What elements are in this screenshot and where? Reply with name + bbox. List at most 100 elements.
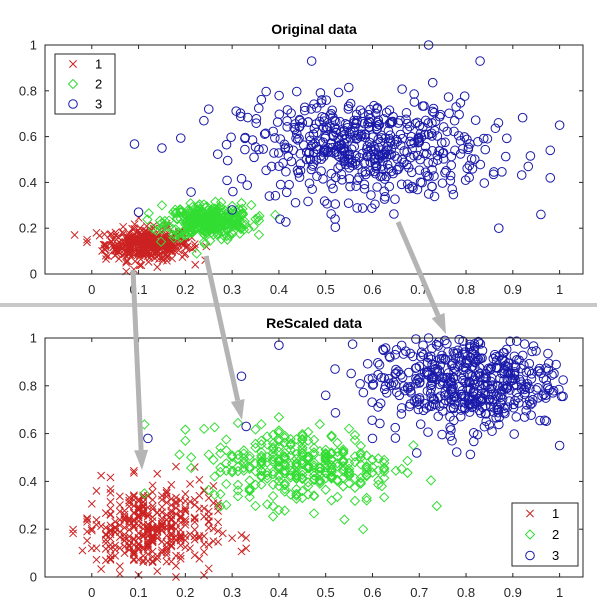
data-point [120, 530, 129, 539]
data-point [538, 373, 549, 384]
data-point [201, 201, 213, 212]
data-point [167, 508, 176, 517]
data-point [427, 145, 438, 156]
data-point [442, 338, 452, 349]
data-point [422, 357, 433, 368]
data-point [449, 126, 459, 137]
data-point [467, 164, 478, 174]
data-point [519, 412, 530, 422]
data-point [456, 355, 467, 366]
data-point [215, 448, 226, 459]
data-point [204, 564, 213, 573]
data-point [238, 462, 250, 474]
data-point [193, 209, 205, 221]
data-point [267, 442, 279, 453]
data-point [162, 548, 171, 556]
data-point [331, 124, 342, 135]
data-point [367, 380, 378, 390]
data-point [190, 513, 199, 522]
data-point [232, 485, 244, 496]
data-point [378, 492, 390, 503]
data-point [558, 391, 568, 402]
data-point [143, 528, 152, 537]
data-point [346, 368, 356, 379]
data-point [140, 241, 149, 250]
data-point [226, 467, 238, 478]
data-point [320, 448, 331, 459]
data-point [318, 151, 329, 162]
x-tick-label: 0 [88, 585, 95, 600]
data-point [101, 523, 110, 532]
data-point [485, 384, 495, 394]
data-point [228, 534, 237, 543]
data-point [355, 449, 366, 461]
data-point [447, 359, 457, 369]
data-point [402, 118, 413, 129]
data-point [134, 226, 143, 235]
data-point [222, 175, 232, 186]
data-point [495, 373, 505, 384]
data-point [251, 118, 262, 128]
data-point [78, 546, 87, 555]
data-point [273, 456, 285, 467]
data-point [543, 365, 554, 375]
data-point [148, 481, 157, 490]
data-point [359, 183, 370, 194]
data-point [285, 460, 296, 471]
data-point [181, 506, 190, 514]
data-point [106, 497, 115, 506]
data-point [405, 152, 416, 163]
data-point [256, 418, 267, 430]
data-point [129, 548, 138, 557]
data-point [473, 376, 484, 387]
data-point [102, 255, 111, 264]
data-point [513, 392, 524, 403]
data-point [446, 160, 457, 171]
data-point [497, 394, 508, 404]
data-point [294, 114, 305, 125]
data-point [443, 92, 454, 102]
data-point [361, 470, 372, 482]
data-point [115, 254, 123, 263]
data-point [308, 462, 320, 473]
data-point [484, 420, 495, 430]
x-tick-label: 0.6 [363, 282, 381, 297]
data-point [379, 186, 390, 197]
data-point [302, 435, 314, 446]
data-point [106, 554, 115, 563]
data-point [470, 115, 481, 125]
data-point [252, 212, 264, 223]
data-point [240, 144, 250, 155]
data-point [379, 194, 390, 204]
data-point [405, 348, 416, 359]
data-point [355, 472, 366, 484]
data-point [343, 104, 354, 114]
data-point [158, 526, 166, 535]
data-point [332, 491, 343, 503]
data-point [326, 466, 337, 477]
data-point [493, 118, 504, 128]
data-point [106, 488, 115, 497]
data-point [548, 388, 558, 398]
data-point [163, 253, 172, 262]
data-point [209, 422, 220, 433]
data-point [320, 462, 331, 473]
data-point [431, 500, 443, 512]
x-tick-label: 0.2 [176, 282, 194, 297]
y-tick-label: 0.6 [19, 129, 37, 144]
data-point [415, 351, 426, 362]
data-point [308, 508, 320, 519]
legend-entry-label: 3 [95, 97, 102, 112]
data-point [164, 245, 173, 254]
data-point [403, 383, 413, 394]
data-point [170, 229, 182, 241]
data-point [231, 214, 243, 225]
data-point [476, 396, 486, 407]
data-point [176, 534, 185, 543]
data-point [447, 184, 457, 194]
data-point [175, 232, 186, 243]
data-point [115, 562, 124, 571]
data-point [278, 158, 288, 168]
data-point [442, 126, 452, 137]
data-point [355, 478, 366, 489]
